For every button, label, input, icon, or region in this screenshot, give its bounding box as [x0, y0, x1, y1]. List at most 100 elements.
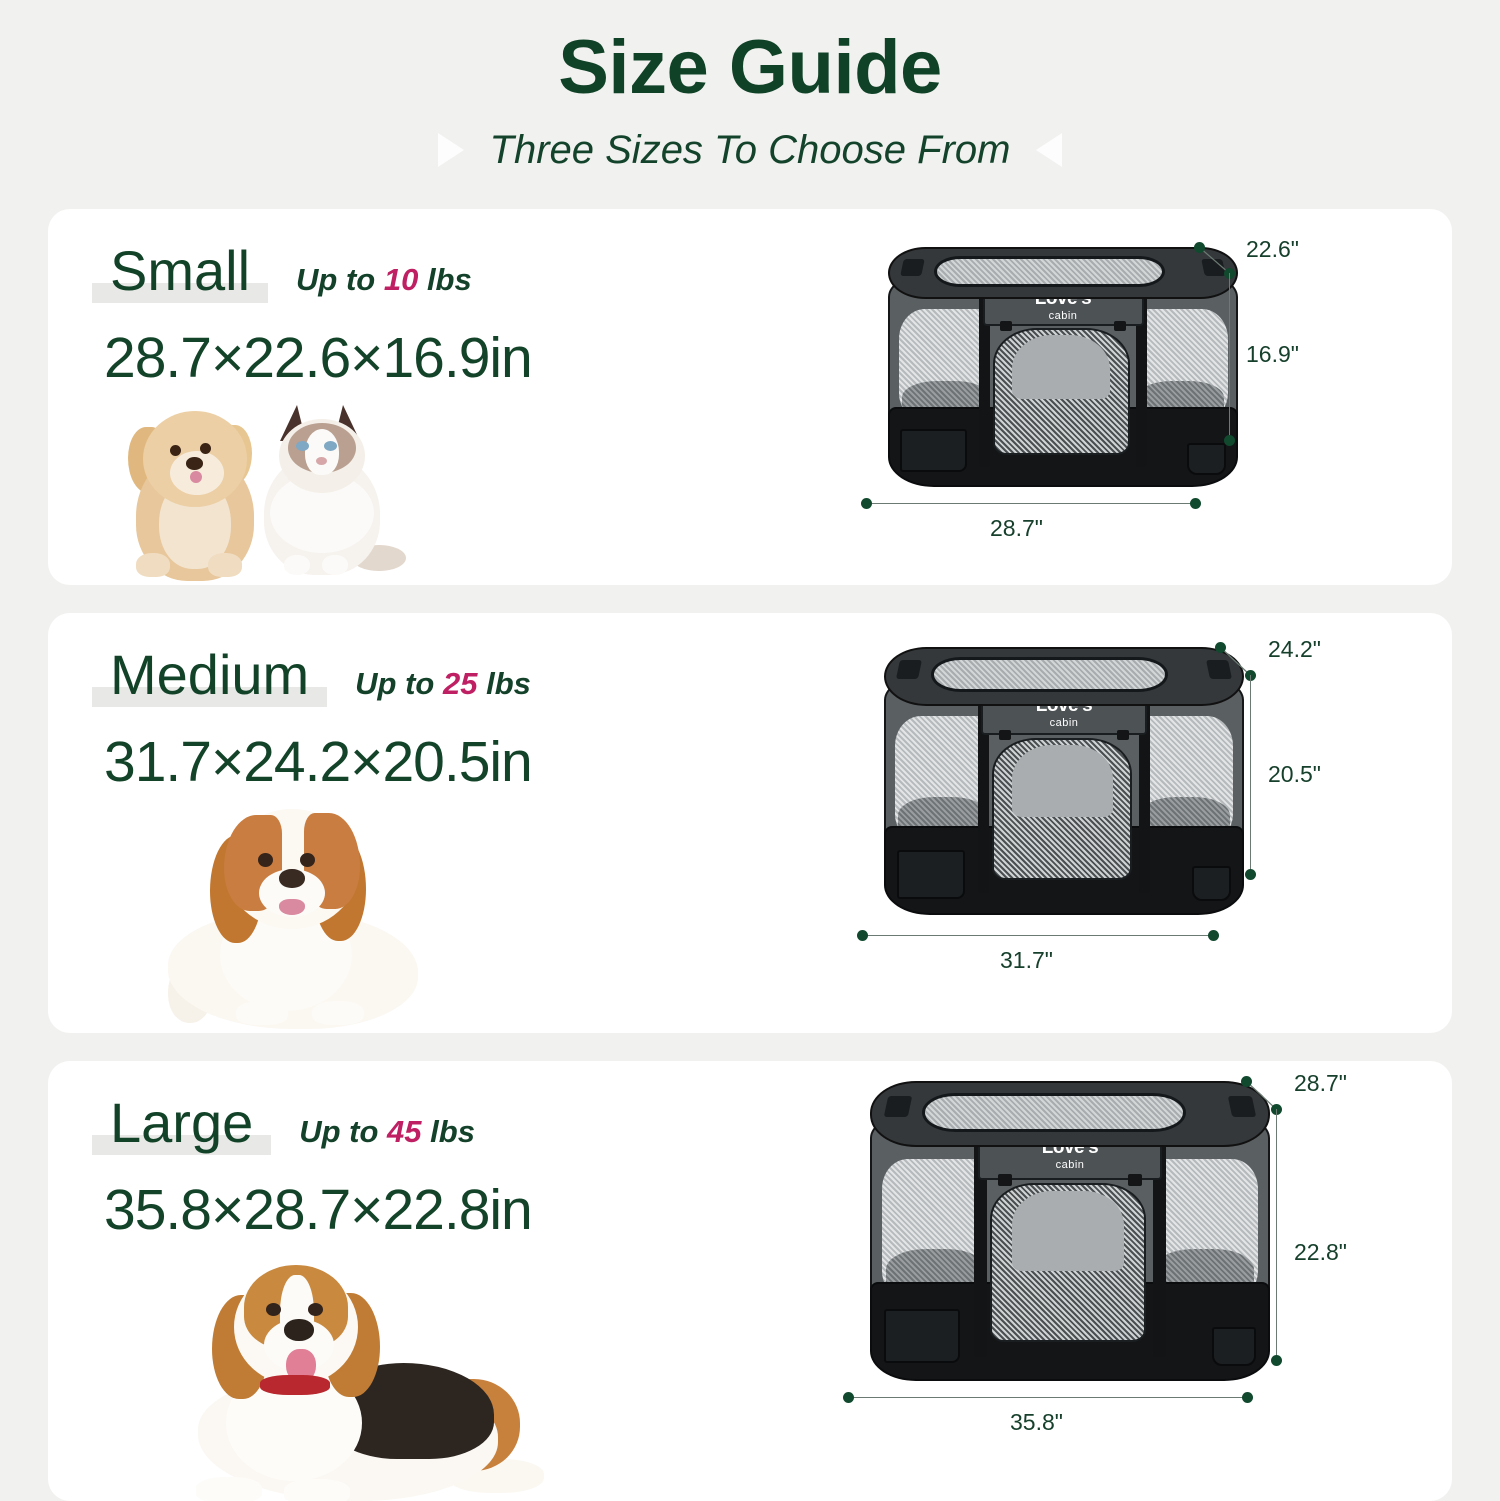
pen-pocket-left — [900, 429, 967, 473]
weight-limit-medium: Up to 25 lbs — [355, 666, 531, 702]
playpen-illustration-large: Love's cabin — [870, 1080, 1270, 1381]
size-card-small[interactable]: Small Up to 10 lbs 28.7×22.6×16.9in — [48, 208, 1452, 585]
pen-door — [993, 328, 1130, 456]
pen-pocket-right — [1187, 443, 1226, 475]
depth-leader-line-small — [1195, 243, 1235, 277]
dimensions-small: 28.7×22.6×16.9in — [104, 325, 533, 390]
width-line-small — [866, 502, 1196, 504]
height-dot-bottom-small — [1224, 434, 1235, 446]
pen-handle-left — [883, 1095, 913, 1117]
card-info-large: Large Up to 45 lbs 35.8×28.7×22.8in — [48, 1061, 828, 1501]
brand-sub: cabin — [1055, 1158, 1085, 1171]
size-card-list: Small Up to 10 lbs 28.7×22.6×16.9in — [0, 208, 1500, 1501]
height-label-large: 22.8" — [1294, 1238, 1347, 1265]
pen-tab-right — [1116, 729, 1129, 741]
pen-door — [992, 737, 1133, 880]
pet-photos-large — [104, 1257, 828, 1501]
pen-pocket-right — [1191, 866, 1232, 902]
depth-leader-line-medium — [1216, 643, 1256, 679]
pen-tab-left — [999, 729, 1012, 741]
size-row: Large Up to 45 lbs — [91, 1094, 828, 1155]
height-line-large — [1276, 1108, 1277, 1359]
pen-post-right — [1135, 284, 1147, 468]
size-row: Medium Up to 25 lbs — [91, 646, 828, 707]
depth-dot-top-large — [1241, 1075, 1252, 1087]
size-name-large: Large — [91, 1094, 272, 1155]
brand-sub: cabin — [1048, 309, 1078, 322]
width-line-large — [848, 1396, 1248, 1398]
width-dot-left-large — [843, 1391, 854, 1403]
pen-top-mesh — [933, 256, 1165, 288]
weight-suffix: lbs — [421, 1113, 475, 1149]
height-dot-bottom-medium — [1245, 868, 1256, 880]
depth-label-medium: 24.2" — [1268, 635, 1321, 662]
pen-post-right — [1138, 689, 1151, 894]
card-info-small: Small Up to 10 lbs 28.7×22.6×16.9in — [48, 209, 828, 585]
size-name-small: Small — [91, 242, 269, 303]
height-label-medium: 20.5" — [1268, 760, 1321, 787]
height-label-small: 16.9" — [1246, 340, 1299, 367]
card-illustration-medium: Love's cabin 24.2" 20.5" — [828, 613, 1452, 1033]
weight-prefix: Up to — [296, 261, 384, 297]
page-header: Size Guide Three Sizes To Choose From — [0, 0, 1500, 173]
dimensions-medium: 31.7×24.2×20.5in — [104, 729, 533, 794]
width-line-medium — [862, 934, 1214, 936]
height-line-small — [1229, 272, 1230, 439]
pen-door — [990, 1182, 1146, 1342]
pen-post-left — [979, 284, 991, 468]
ragdoll-cat-photo — [244, 399, 424, 585]
card-illustration-small: Love's cabin 22.6" — [828, 209, 1452, 585]
triangle-left-icon — [1036, 133, 1063, 168]
pen-door-inner — [1011, 1190, 1125, 1272]
weight-suffix: lbs — [418, 261, 472, 297]
small-dog-photo — [112, 405, 292, 585]
subtitle-row: Three Sizes To Choose From — [0, 128, 1500, 173]
pen-tab-left — [998, 1173, 1012, 1186]
depth-label-small: 22.6" — [1246, 235, 1299, 262]
pen-tab-right — [1128, 1173, 1142, 1186]
cavalier-spaniel-photo — [116, 803, 476, 1033]
playpen-illustration-medium: Love's cabin — [884, 646, 1244, 915]
depth-dot-top-medium — [1215, 641, 1226, 653]
width-label-small: 28.7" — [990, 514, 1043, 541]
weight-number: 10 — [383, 261, 419, 297]
pen-post-right — [1153, 1128, 1166, 1357]
brand-sub: cabin — [1049, 716, 1079, 729]
weight-limit-small: Up to 10 lbs — [296, 262, 472, 298]
width-label-large: 35.8" — [1010, 1408, 1063, 1435]
pen-pocket-left — [896, 850, 965, 899]
height-line-medium — [1250, 674, 1251, 873]
pen-post-left — [974, 1128, 987, 1357]
pet-photos-medium — [104, 808, 828, 1033]
size-name-medium: Medium — [91, 646, 328, 707]
width-dot-left-small — [861, 497, 872, 509]
pen-top-mesh — [922, 1092, 1186, 1132]
pen-pocket-right — [1212, 1326, 1256, 1366]
dimensions-large: 35.8×28.7×22.8in — [104, 1177, 533, 1242]
pen-door-inner — [1012, 335, 1111, 400]
pen-tab-left — [1000, 320, 1012, 331]
depth-dot-top-small — [1194, 241, 1205, 253]
weight-suffix: lbs — [477, 665, 531, 701]
beagle-photo — [118, 1253, 558, 1501]
weight-prefix: Up to — [299, 1113, 388, 1149]
depth-leader-line-large — [1242, 1077, 1282, 1113]
weight-number: 25 — [442, 665, 478, 701]
pen-top-mesh — [930, 657, 1169, 693]
size-card-medium[interactable]: Medium Up to 25 lbs 31.7×24.2×20.5in — [48, 612, 1452, 1033]
height-dot-bottom-large — [1271, 1354, 1282, 1366]
width-label-medium: 31.7" — [1000, 946, 1053, 973]
size-card-large[interactable]: Large Up to 45 lbs 35.8×28.7×22.8in — [48, 1060, 1452, 1501]
depth-label-large: 28.7" — [1294, 1069, 1347, 1096]
card-illustration-large: Love's cabin 28.7" 22.8" — [828, 1061, 1452, 1501]
width-dot-right-small — [1190, 497, 1201, 509]
width-dot-right-medium — [1208, 929, 1219, 941]
page-title: Size Guide — [558, 25, 942, 110]
pen-pocket-left — [884, 1308, 960, 1363]
weight-prefix: Up to — [355, 665, 443, 701]
pen-door-inner — [1011, 745, 1113, 817]
pen-tab-right — [1114, 320, 1126, 331]
pet-photos-small — [104, 404, 828, 581]
pen-handle-left — [896, 659, 922, 679]
size-row: Small Up to 10 lbs — [91, 242, 828, 303]
